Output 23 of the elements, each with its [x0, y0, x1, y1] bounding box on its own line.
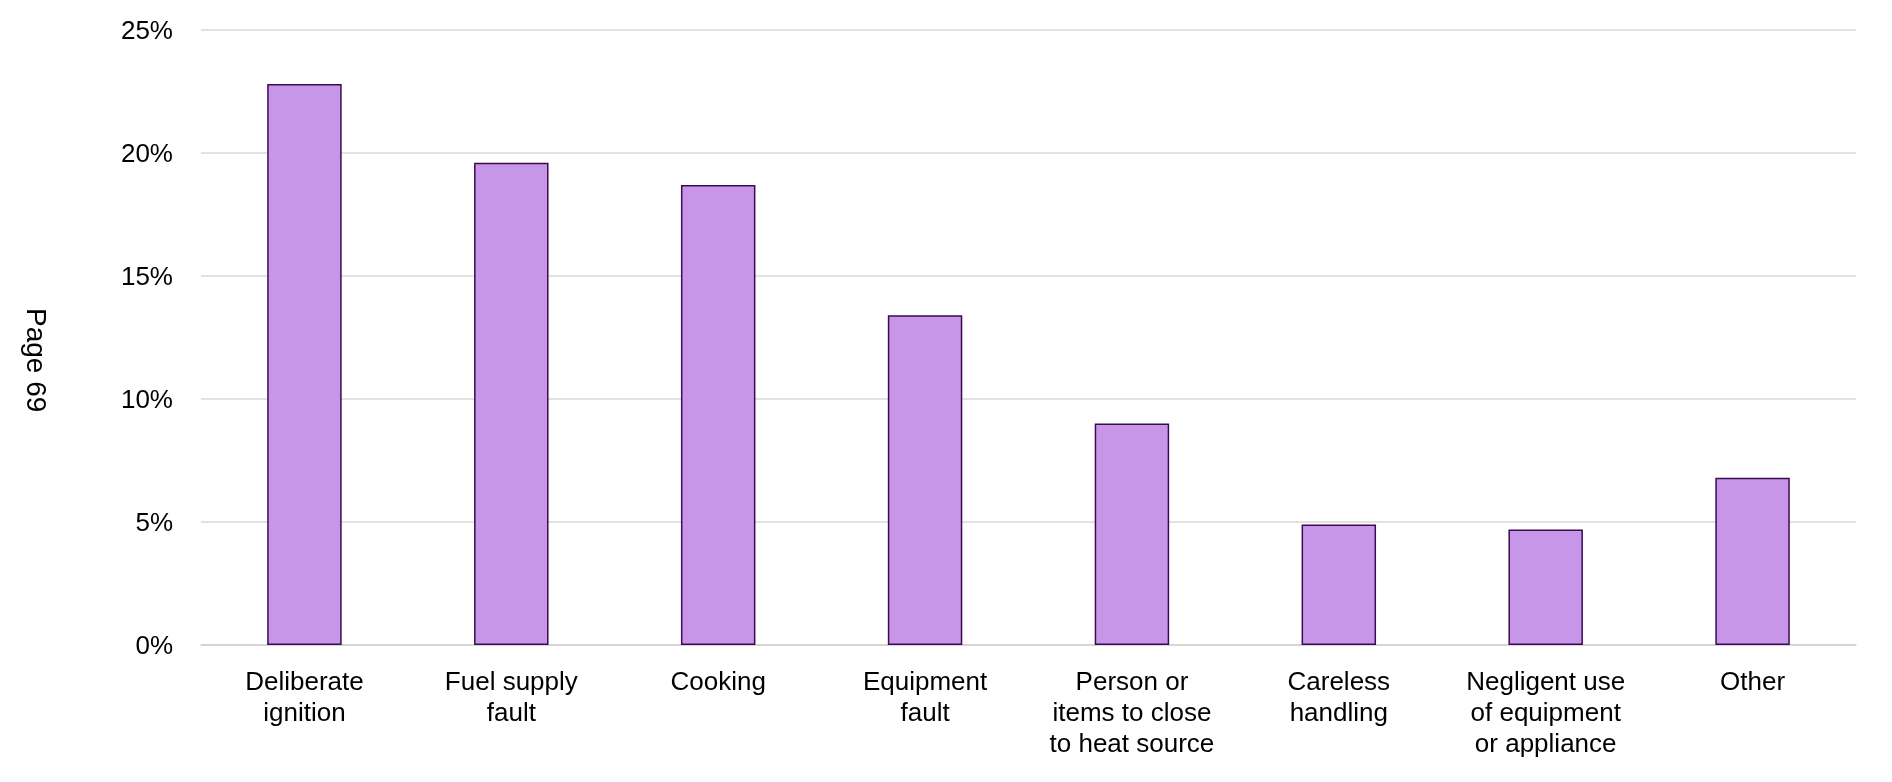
bar [1094, 423, 1170, 645]
x-tick-label: Equipment fault [862, 665, 988, 727]
x-tick-label: Fuel supply fault [444, 665, 578, 727]
bar [1508, 529, 1583, 645]
x-tick-label: Negligent use of equipment or appliance [1466, 665, 1626, 758]
bar [680, 184, 756, 645]
bar [267, 84, 342, 645]
y-tick-label: 0% [135, 630, 173, 660]
x-tick-label: Careless handling [1287, 665, 1391, 727]
x-tick-label: Deliberate ignition [245, 665, 364, 727]
y-tick-label: 20% [120, 138, 173, 168]
x-tick-label: Cooking [670, 665, 766, 696]
bar [887, 315, 963, 645]
bar [474, 162, 549, 645]
y-tick-label: 15% [120, 261, 173, 291]
y-tick-label: 25% [120, 15, 173, 45]
y-tick-label: 10% [120, 384, 173, 414]
y-tick-label: 5% [135, 507, 173, 537]
text: Page 69 [20, 308, 52, 413]
bar [1301, 524, 1377, 645]
bar [1715, 477, 1790, 645]
x-tick-label: Other [1720, 665, 1786, 696]
x-tick-label: Person or items to close to heat source [1049, 665, 1215, 758]
